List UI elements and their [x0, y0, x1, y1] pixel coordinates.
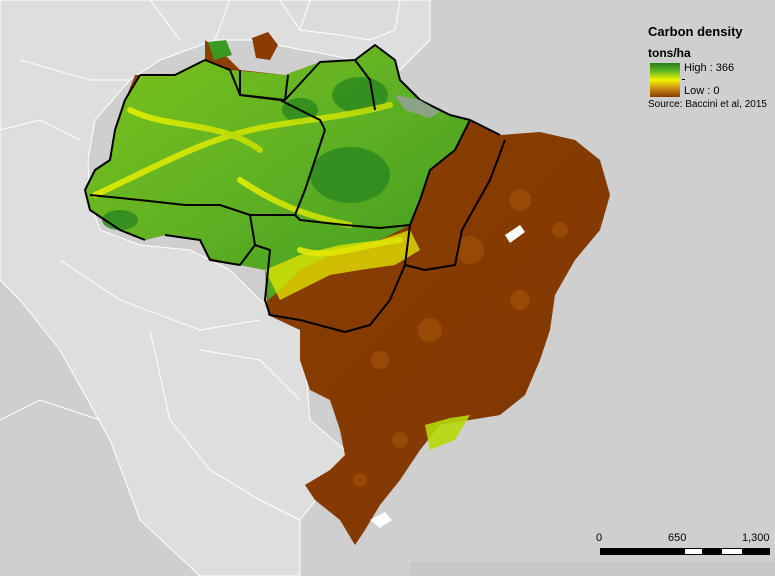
legend-color-ramp-row: High : 366 Low : 0 — [648, 62, 773, 97]
scale-bar-background — [410, 562, 775, 576]
reservoir-northeast — [505, 225, 525, 243]
legend-high-label: High : 366 — [684, 62, 735, 74]
scale-bar-segment-1 — [601, 549, 685, 554]
lagoon-south — [370, 512, 392, 528]
scale-bar-track — [600, 548, 770, 555]
legend-units: tons/ha — [648, 46, 691, 60]
legend-low-label: Low : 0 — [684, 85, 720, 97]
scale-bar: 0 650 1,300 — [596, 532, 774, 560]
southeast-coast-forest — [425, 415, 470, 450]
scale-bar-segment-2 — [701, 549, 722, 554]
arc-of-deforestation — [265, 230, 420, 300]
legend-color-ramp — [650, 63, 680, 97]
scale-label-mid: 650 — [668, 532, 687, 544]
legend-title: Carbon density — [648, 24, 743, 39]
amazon-river-mouth — [395, 95, 440, 118]
brown-texture — [353, 189, 568, 487]
north-brown-patch — [252, 32, 278, 60]
neighbor-countries-land — [0, 0, 431, 576]
scale-label-start: 0 — [596, 532, 603, 544]
legend-tick — [682, 79, 685, 80]
scale-label-end: 1,300 — [742, 532, 770, 544]
legend-source: Source: Baccini et al, 2015 — [648, 99, 767, 110]
neighbor-border-lines — [0, 0, 311, 521]
scale-bar-segment-3 — [742, 549, 769, 554]
north-green-patch — [208, 40, 232, 60]
state-boundaries — [84, 44, 506, 333]
map-legend: Carbon density tons/ha High : 366 Low : … — [648, 24, 773, 110]
